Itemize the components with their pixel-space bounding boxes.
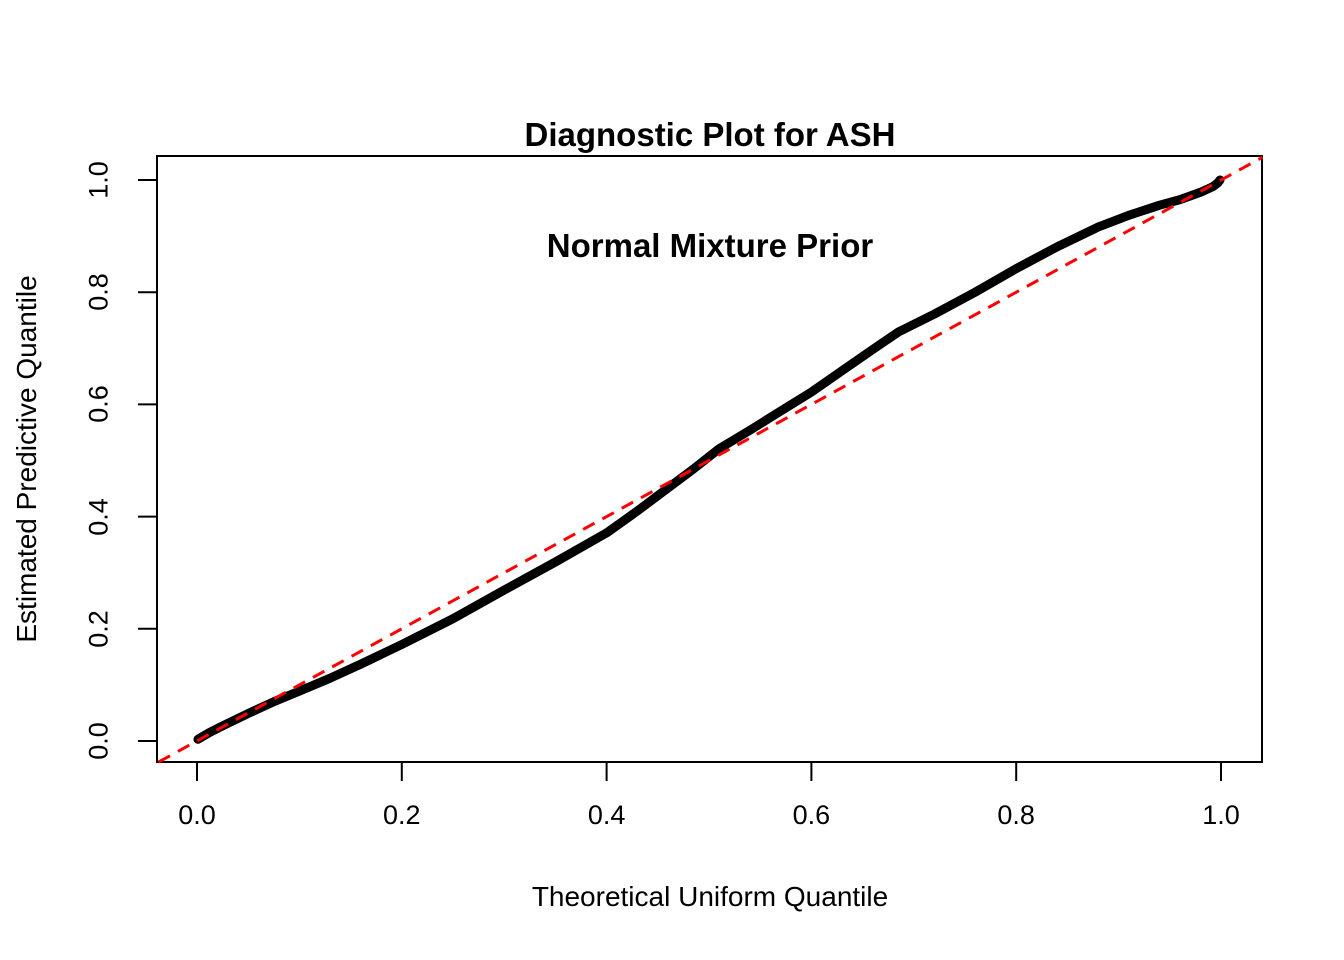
y-tick-label-0: 0.0 <box>83 722 114 760</box>
x-tick-label-4: 0.8 <box>997 800 1035 830</box>
x-tick-label-2: 0.4 <box>587 800 626 830</box>
x-tick-label-5: 1.0 <box>1202 800 1240 830</box>
x-tick-label-1: 0.2 <box>383 800 421 830</box>
plot-title-line2: Normal Mixture Prior <box>546 227 874 264</box>
plot-title: Diagnostic Plot for ASH Normal Mixture P… <box>0 42 1344 338</box>
plot-title-line1: Diagnostic Plot for ASH <box>524 116 896 153</box>
y-axis-label: Estimated Predictive Quantile <box>11 275 42 643</box>
qq-curve <box>193 175 1225 744</box>
x-axis-label: Theoretical Uniform Quantile <box>531 881 889 912</box>
y-tick-label-4: 0.8 <box>83 273 114 311</box>
plot-box <box>156 155 1263 763</box>
y-tick-label-3: 0.6 <box>83 385 114 424</box>
x-tick-label-3: 0.6 <box>792 800 831 830</box>
y-tick-label-5: 1.0 <box>83 161 114 199</box>
x-tick-label-0: 0.0 <box>178 800 216 830</box>
reference-line <box>157 155 1264 764</box>
y-tick-label-1: 0.2 <box>83 610 114 648</box>
y-axis-tick-marks <box>138 179 156 742</box>
x-axis-tick-marks <box>196 763 1222 781</box>
y-tick-label-2: 0.4 <box>83 497 114 536</box>
